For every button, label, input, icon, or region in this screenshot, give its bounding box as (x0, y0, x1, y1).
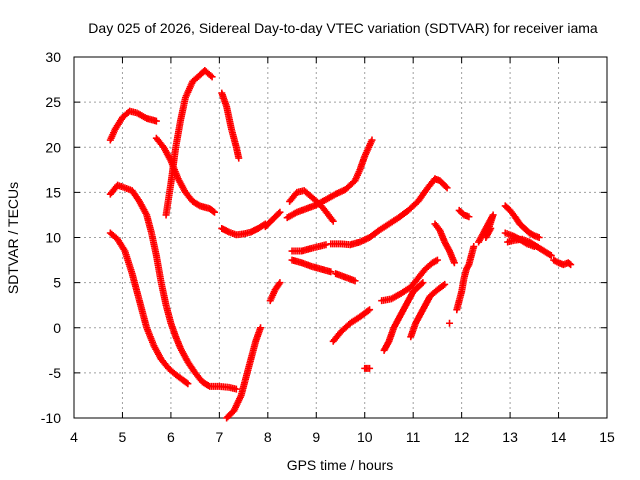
x-tick-label: 14 (551, 429, 567, 445)
data-point (384, 339, 392, 347)
y-tick-label: -10 (41, 410, 61, 426)
x-tick-label: 15 (599, 429, 615, 445)
data-point (419, 279, 427, 287)
x-tick-label: 12 (454, 429, 470, 445)
x-axis-label: GPS time / hours (287, 457, 394, 473)
y-tick-label: 20 (45, 139, 61, 155)
x-tick-label: 11 (406, 429, 421, 445)
data-point (368, 136, 376, 144)
data-point (465, 213, 473, 221)
data-point (470, 243, 478, 251)
data-point (275, 209, 283, 217)
data-point (208, 73, 216, 81)
data-point (530, 243, 538, 251)
data-point (441, 280, 449, 288)
data-points (106, 67, 575, 422)
data-point (446, 319, 454, 327)
x-tick-label: 13 (502, 429, 518, 445)
data-point (535, 234, 543, 241)
data-point (211, 208, 219, 216)
data-point (433, 256, 441, 264)
x-tick-label: 9 (312, 429, 320, 445)
x-tick-label: 6 (167, 429, 175, 445)
data-point (547, 252, 555, 260)
data-point (445, 246, 453, 254)
data-point (232, 385, 240, 393)
y-tick-label: 30 (45, 49, 61, 65)
data-point (546, 251, 554, 259)
data-point (565, 260, 573, 268)
data-point (464, 262, 472, 270)
data-point (366, 364, 374, 372)
data-point (276, 208, 284, 216)
x-tick-label: 10 (357, 429, 373, 445)
y-tick-label: 15 (45, 184, 61, 200)
x-tick-label: 5 (119, 429, 127, 445)
x-tick-label: 7 (215, 429, 223, 445)
y-axis-label: SDTVAR / TECUs (5, 182, 21, 294)
data-point (257, 324, 265, 332)
y-tick-labels: -10 -5 0 5 10 15 20 25 30 (41, 49, 61, 426)
data-point (275, 280, 283, 288)
data-point (450, 259, 458, 267)
y-tick-label: -5 (49, 365, 62, 381)
y-tick-label: 25 (45, 94, 61, 110)
data-point (207, 72, 215, 80)
y-tick-label: 10 (45, 230, 61, 246)
data-point (443, 184, 451, 192)
data-point (322, 241, 330, 249)
data-point (183, 379, 191, 387)
data-point (366, 306, 374, 314)
data-point (329, 217, 337, 225)
data-point (184, 380, 192, 388)
data-point (276, 279, 284, 287)
chart-title: Day 025 of 2026, Sidereal Day-to-day VTE… (88, 20, 598, 36)
data-point (351, 277, 359, 285)
axis-ticks (73, 56, 608, 419)
y-tick-label: 0 (53, 320, 61, 336)
data-point (442, 183, 450, 191)
data-point (439, 282, 447, 290)
data-point (487, 224, 495, 232)
x-tick-labels: 4 5 6 7 8 9 10 11 12 13 14 15 (70, 429, 615, 445)
y-tick-label: 5 (53, 275, 61, 291)
data-point (235, 154, 243, 162)
data-point (567, 261, 575, 269)
data-point (364, 307, 372, 315)
data-point (486, 226, 494, 234)
x-tick-label: 4 (70, 429, 78, 445)
x-tick-label: 8 (264, 429, 272, 445)
data-point (204, 382, 212, 390)
data-point (209, 207, 217, 215)
data-point (152, 117, 160, 125)
data-point (418, 280, 426, 288)
data-point (327, 268, 335, 276)
